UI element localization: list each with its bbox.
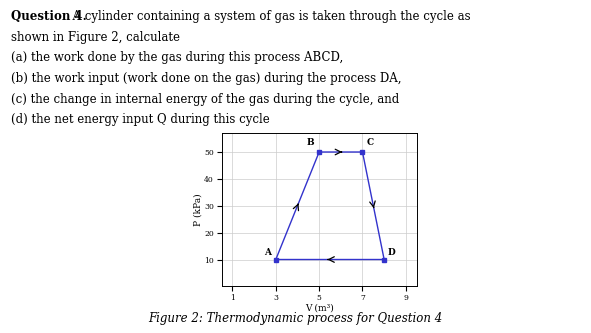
Text: B: B	[306, 138, 314, 147]
Text: (b) the work input (work done on the gas) during the process DA,: (b) the work input (work done on the gas…	[11, 72, 401, 85]
Text: A: A	[264, 248, 271, 257]
Text: (d) the net energy input Q during this cycle: (d) the net energy input Q during this c…	[11, 113, 269, 126]
Text: (a) the work done by the gas during this process ABCD,: (a) the work done by the gas during this…	[11, 51, 343, 64]
Y-axis label: P (kPa): P (kPa)	[194, 193, 203, 226]
Text: Question 4.: Question 4.	[11, 10, 86, 23]
X-axis label: V (m³): V (m³)	[305, 303, 333, 312]
Text: Figure 2: Thermodynamic process for Question 4: Figure 2: Thermodynamic process for Ques…	[148, 312, 443, 325]
Text: (c) the change in internal energy of the gas during the cycle, and: (c) the change in internal energy of the…	[11, 93, 399, 106]
Text: C: C	[366, 138, 374, 147]
Text: A cylinder containing a system of gas is taken through the cycle as: A cylinder containing a system of gas is…	[65, 10, 470, 23]
Text: D: D	[388, 248, 396, 257]
Text: shown in Figure 2, calculate: shown in Figure 2, calculate	[11, 31, 180, 44]
